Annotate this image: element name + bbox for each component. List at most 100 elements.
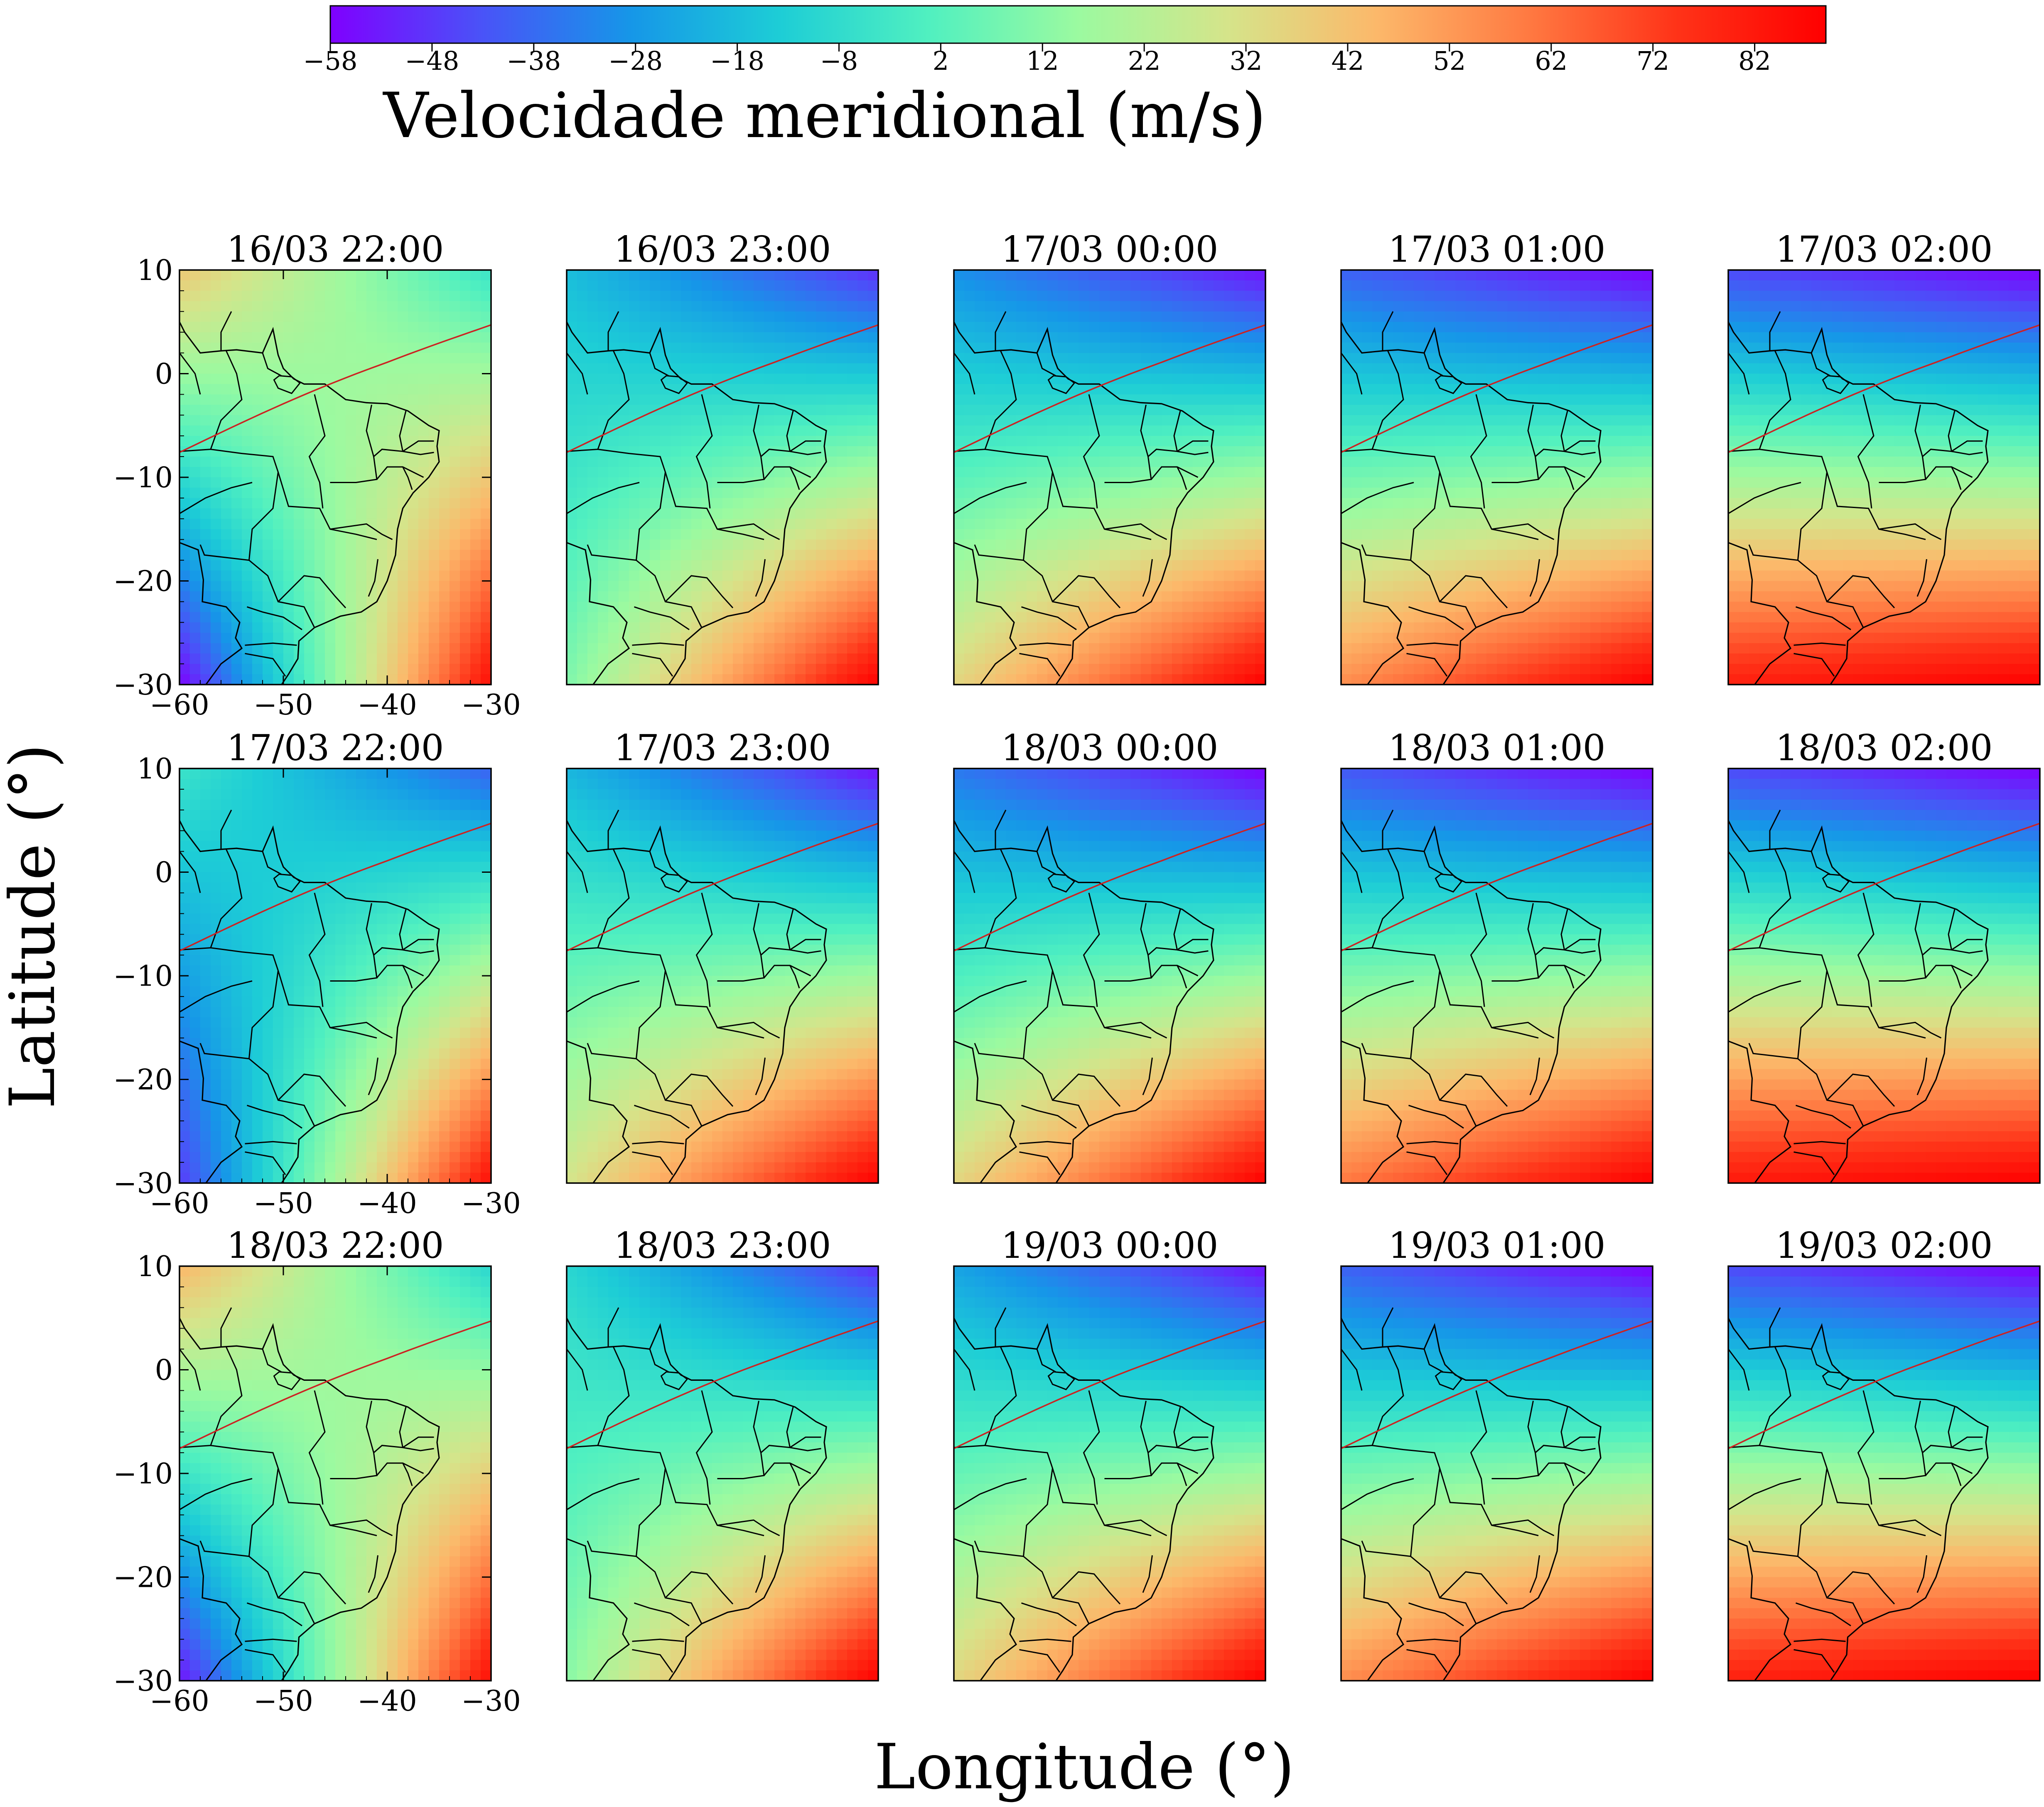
dip-equator-line	[1341, 1320, 1653, 1449]
panel-frame	[1340, 269, 1653, 685]
x-tick-label: −40	[357, 689, 417, 722]
dip-equator-line	[179, 822, 491, 952]
colorbar-tick-label: 62	[1535, 46, 1567, 76]
x-tick-label: −30	[461, 689, 521, 722]
panel-title: 18/03 00:00	[1001, 727, 1218, 769]
velocity-field	[567, 768, 878, 1183]
map-panel: 18/03 02:00	[1727, 727, 2041, 1184]
colorbar-ticks: −58 −48 −38 −28 −18 −8 2 12 22 32 42 52 62 72 82	[303, 43, 1771, 76]
panel-frame	[566, 269, 879, 685]
dip-equator-line	[1341, 324, 1653, 453]
colorbar-tick-label: 52	[1433, 46, 1466, 76]
dip-equator-line	[567, 1320, 878, 1449]
y-tick-label: −20	[113, 565, 173, 598]
velocity-field	[954, 1266, 1265, 1681]
velocity-field	[179, 270, 491, 685]
colorbar-tick-label: −38	[506, 46, 561, 76]
y-tick-label: −30	[113, 1665, 173, 1698]
y-tick-label: −10	[113, 960, 173, 993]
state-boundaries	[179, 1307, 491, 1681]
x-tick-label: −60	[150, 1685, 209, 1718]
panel-title: 16/03 23:00	[614, 229, 831, 270]
dip-equator-line	[954, 1320, 1265, 1449]
colorbar-tick-label: −18	[710, 46, 764, 76]
velocity-field	[567, 270, 878, 685]
velocity-field	[1341, 768, 1653, 1183]
y-tick-label: −10	[113, 462, 173, 494]
y-tick-label: −20	[113, 1561, 173, 1594]
map-panel: 17/03 01:00	[1340, 229, 1653, 685]
y-axis-label: Latitude (°)	[0, 744, 69, 1109]
y-tick-label: 0	[155, 1354, 173, 1387]
velocity-field	[1728, 768, 2040, 1183]
colorbar-tick-label: 42	[1332, 46, 1364, 76]
dip-equator-line	[1728, 324, 2040, 453]
map-panel: 18/03 01:00	[1340, 727, 1653, 1184]
velocity-field	[954, 768, 1265, 1183]
panel-title: 16/03 22:00	[226, 229, 444, 270]
x-axis-label: Longitude (°)	[874, 1731, 1295, 1803]
panel-frame	[953, 269, 1266, 685]
panel-title: 17/03 22:00	[226, 727, 444, 769]
map-panel: 16/03 23:00	[566, 229, 879, 685]
panel-frame	[953, 768, 1266, 1184]
panel-frame	[566, 768, 879, 1184]
dip-equator-line	[1341, 822, 1653, 952]
panel-title: 17/03 23:00	[614, 727, 831, 769]
x-tick-label: −50	[253, 1685, 313, 1718]
colorbar-tick-label: −28	[608, 46, 663, 76]
panel-title: 17/03 02:00	[1775, 229, 1992, 270]
colorbar-label: Velocidade meridional (m/s)	[383, 80, 1266, 152]
state-boundaries	[1341, 311, 1653, 685]
colorbar-tick-label: 72	[1636, 46, 1669, 76]
colorbar: −58 −48 −38 −28 −18 −8 2 12 22 32 42 52 62 72 82 Veloc…	[303, 5, 1827, 152]
panel-title: 19/03 02:00	[1775, 1225, 1992, 1267]
panel-title: 18/03 22:00	[226, 1225, 444, 1267]
state-boundaries	[179, 311, 491, 685]
x-tick-label: −50	[253, 1187, 313, 1220]
dip-equator-line	[179, 324, 491, 453]
velocity-field	[1341, 270, 1653, 685]
state-boundaries	[1728, 1307, 2040, 1681]
y-tick-label: −30	[113, 669, 173, 702]
y-tick-label: 10	[137, 753, 173, 786]
y-tick-label: −30	[113, 1167, 173, 1200]
dip-equator-line	[954, 822, 1265, 952]
y-tick-label: 10	[137, 1250, 173, 1283]
panel-frame	[953, 1265, 1266, 1682]
panel-frame	[1727, 768, 2041, 1184]
map-panel: 19/03 02:00	[1727, 1225, 2041, 1682]
y-tick-label: 10	[137, 254, 173, 287]
map-panel: 17/03 23:00	[566, 727, 879, 1184]
dip-equator-line	[567, 822, 878, 952]
panel-frame	[566, 1265, 879, 1682]
x-tick-label: −60	[150, 1187, 209, 1220]
panel-title: 17/03 01:00	[1388, 229, 1605, 270]
state-boundaries	[567, 311, 878, 685]
panel-title: 18/03 01:00	[1388, 727, 1605, 769]
colorbar-bar	[329, 5, 1827, 44]
velocity-field	[954, 270, 1265, 685]
dip-equator-line	[179, 1320, 491, 1449]
state-boundaries	[954, 311, 1265, 685]
colorbar-tick-label: 22	[1128, 46, 1161, 76]
y-tick-label: 0	[155, 857, 173, 889]
velocity-field	[179, 1266, 491, 1681]
panel-title: 19/03 01:00	[1388, 1225, 1605, 1267]
state-boundaries	[567, 810, 878, 1183]
y-tick-label: 0	[155, 358, 173, 391]
velocity-field	[1728, 1266, 2040, 1681]
panel-title: 18/03 02:00	[1775, 727, 1992, 769]
x-tick-label: −30	[461, 1187, 521, 1220]
state-boundaries	[954, 1307, 1265, 1681]
colorbar-tick-label: −8	[820, 46, 858, 76]
colorbar-tick-label: 2	[933, 46, 949, 76]
velocity-field	[567, 1266, 878, 1681]
map-panel: 19/03 01:00	[1340, 1225, 1653, 1682]
dip-equator-line	[954, 324, 1265, 453]
